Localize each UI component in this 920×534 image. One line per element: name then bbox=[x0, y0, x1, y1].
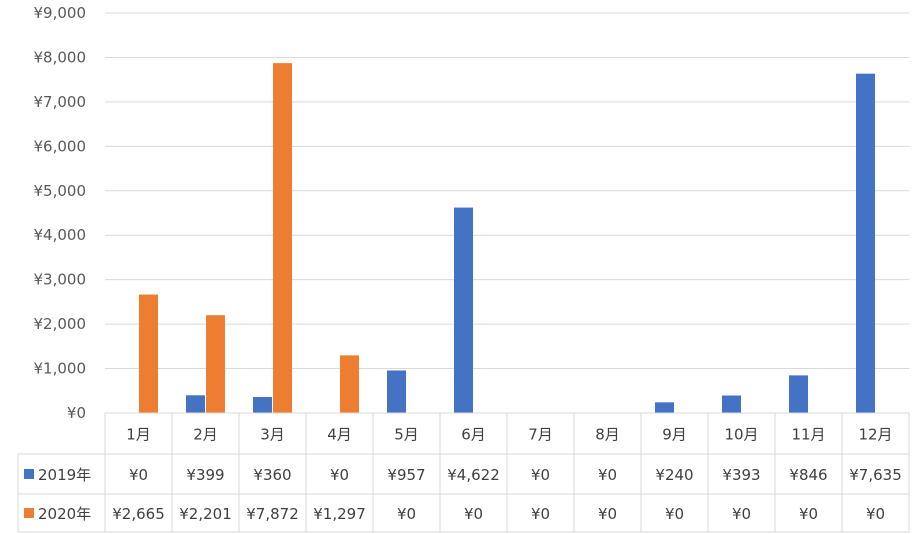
table-cell-value: ¥2,201 bbox=[179, 505, 232, 523]
x-category-label: 10月 bbox=[724, 426, 758, 444]
bar-2019 bbox=[789, 375, 808, 413]
table-cell-value: ¥0 bbox=[866, 505, 885, 523]
table-cell-value: ¥0 bbox=[799, 505, 818, 523]
data-table: 1月 2月 3月 4月 5月 6月 7月 8月 9月 10月 11月 12月 2019年 ¥0 ¥399 ¥3… bbox=[17, 412, 910, 533]
y-tick-label: ¥2,000 bbox=[34, 315, 87, 333]
table-cell-value: ¥846 bbox=[789, 466, 827, 484]
bar-2019 bbox=[655, 402, 674, 413]
bar-2019 bbox=[253, 397, 272, 413]
table-cell-value: ¥360 bbox=[253, 466, 291, 484]
x-category-label: 5月 bbox=[394, 426, 419, 444]
table-cell-value: ¥0 bbox=[732, 505, 751, 523]
bar-2019 bbox=[387, 370, 406, 413]
x-category-label: 6月 bbox=[461, 426, 486, 444]
x-category-label: 11月 bbox=[791, 426, 825, 444]
legend-swatch bbox=[24, 508, 34, 518]
y-tick-label: ¥1,000 bbox=[34, 360, 87, 378]
table-cell-value: ¥0 bbox=[129, 466, 148, 484]
y-tick-label: ¥9,000 bbox=[34, 4, 87, 22]
x-category-label: 7月 bbox=[528, 426, 553, 444]
y-axis-tick-labels: ¥0 ¥1,000 ¥2,000 ¥3,000 ¥4,000 ¥5,000 ¥6,000 ¥7… bbox=[34, 4, 87, 422]
bar-2019 bbox=[454, 207, 473, 413]
table-cell-value: ¥0 bbox=[330, 466, 349, 484]
x-category-label: 12月 bbox=[858, 426, 892, 444]
x-category-label: 8月 bbox=[595, 426, 620, 444]
y-tick-label: ¥7,000 bbox=[34, 93, 87, 111]
x-category-label: 3月 bbox=[260, 426, 285, 444]
y-tick-label: ¥0 bbox=[67, 404, 86, 422]
bar-2020 bbox=[273, 63, 292, 414]
bar-2019 bbox=[856, 73, 875, 414]
table-cell-value: ¥0 bbox=[531, 466, 550, 484]
table-cell-value: ¥2,665 bbox=[112, 505, 165, 523]
bars bbox=[139, 63, 875, 414]
legend-series-name: 2019年 bbox=[38, 466, 91, 484]
x-category-label: 2月 bbox=[193, 426, 218, 444]
bar-2020 bbox=[340, 355, 359, 413]
table-cell-value: ¥0 bbox=[531, 505, 550, 523]
table-cell-value: ¥1,297 bbox=[313, 505, 366, 523]
bar-2020 bbox=[206, 315, 225, 413]
x-category-label: 9月 bbox=[662, 426, 687, 444]
gridlines bbox=[105, 12, 909, 414]
y-tick-label: ¥5,000 bbox=[34, 182, 87, 200]
table-cell-value: ¥0 bbox=[665, 505, 684, 523]
x-category-label: 1月 bbox=[126, 426, 151, 444]
x-category-label: 4月 bbox=[327, 426, 352, 444]
table-cell-value: ¥7,635 bbox=[849, 466, 902, 484]
y-tick-label: ¥3,000 bbox=[34, 271, 87, 289]
table-cell-value: ¥0 bbox=[397, 505, 416, 523]
y-tick-label: ¥8,000 bbox=[34, 48, 87, 66]
legend-swatch bbox=[24, 469, 34, 479]
y-tick-label: ¥6,000 bbox=[34, 137, 87, 155]
table-cell-value: ¥240 bbox=[655, 466, 693, 484]
table-cell-value: ¥399 bbox=[186, 466, 224, 484]
bar-2020 bbox=[139, 294, 158, 413]
bar-2019 bbox=[186, 395, 205, 413]
table-cell-value: ¥957 bbox=[387, 466, 425, 484]
table-cell-value: ¥393 bbox=[722, 466, 760, 484]
y-tick-label: ¥4,000 bbox=[34, 226, 87, 244]
table-cell-value: ¥7,872 bbox=[246, 505, 299, 523]
bar-2019 bbox=[722, 395, 741, 413]
table-cell-value: ¥0 bbox=[598, 466, 617, 484]
table-cell-value: ¥0 bbox=[598, 505, 617, 523]
table-cell-value: ¥0 bbox=[464, 505, 483, 523]
legend-series-name: 2020年 bbox=[38, 505, 91, 523]
table-cell-value: ¥4,622 bbox=[447, 466, 500, 484]
